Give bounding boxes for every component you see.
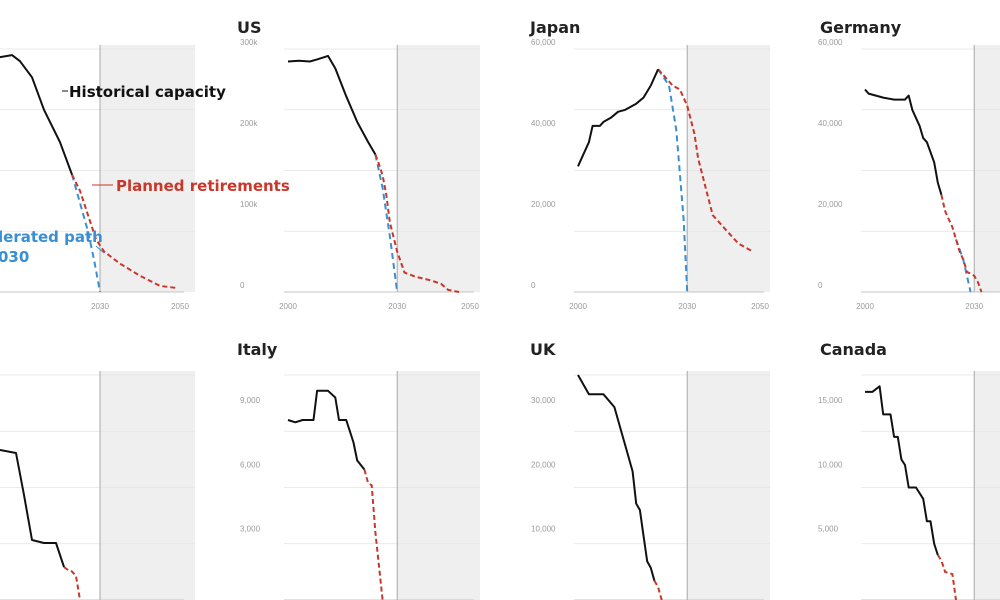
historical-capacity-line: [0, 54, 73, 175]
x-tick-label: 2030: [678, 302, 696, 311]
future-shade: [397, 371, 480, 600]
accelerated-leader: [95, 245, 105, 254]
panel-title: Germany: [820, 18, 902, 37]
future-shade: [687, 371, 770, 600]
historical-capacity-line: [864, 88, 943, 196]
planned-retirements-line: [653, 580, 663, 600]
future-shade: [100, 45, 195, 292]
panel-title: US: [237, 18, 262, 37]
panel-title: Italy: [237, 340, 278, 359]
y-tick-label: 0: [818, 281, 823, 290]
planned-retirements-line: [657, 68, 754, 253]
historical-capacity-line: [577, 374, 656, 581]
historical-capacity-line: [287, 54, 377, 156]
chart-panel-8: 5,000 10,000 15,000: [818, 371, 1000, 600]
future-shade: [974, 371, 1000, 600]
x-tick-label: 2050: [171, 302, 189, 311]
planned-retirements-line: [71, 174, 177, 289]
y-tick-label: 200k: [240, 119, 258, 128]
y-tick-label: 40,000: [818, 119, 843, 128]
panel-title: UK: [530, 340, 556, 359]
chart-panel-7: 10,000 20,000 30,000: [531, 371, 770, 600]
x-tick-label: 2050: [461, 302, 479, 311]
x-tick-label: 2050: [751, 302, 769, 311]
annotations: Historical capacity Planned retirements le…: [0, 83, 290, 266]
planned-retirements-label: Planned retirements: [116, 177, 290, 195]
x-tick-label: 2000: [569, 302, 587, 311]
historical-capacity-line: [865, 385, 939, 556]
accelerated-path-line: [657, 68, 689, 293]
planned-retirements-line: [936, 554, 957, 600]
accelerated-path-label-1: lerated path: [0, 228, 103, 246]
panel-title: Japan: [530, 18, 581, 37]
y-tick-label: 30,000: [531, 396, 556, 405]
accelerated-path-line: [955, 238, 972, 293]
y-tick-label: 0: [240, 281, 245, 290]
x-tick-label: 2030: [91, 302, 109, 311]
y-tick-label: 10,000: [818, 460, 843, 469]
planned-retirements-line: [63, 566, 81, 600]
x-tick-label: 2030: [965, 302, 983, 311]
chart-panel-2: 0 100k 200k 300k 2000 2030 2050: [240, 38, 480, 311]
y-tick-label: 15,000: [818, 396, 843, 405]
future-shade: [397, 45, 480, 292]
y-tick-label: 0: [531, 281, 536, 290]
x-tick-label: 2000: [279, 302, 297, 311]
y-tick-label: 3,000: [240, 525, 261, 534]
y-tick-label: 10,000: [531, 525, 556, 534]
future-shade: [100, 371, 195, 600]
y-tick-label: 60,000: [818, 38, 843, 47]
y-tick-label: 40,000: [531, 119, 556, 128]
historical-capacity-line: [577, 68, 660, 167]
future-shade: [974, 45, 1000, 292]
y-tick-label: 9,000: [240, 396, 261, 405]
planned-retirements-line: [374, 154, 460, 293]
y-tick-label: 60,000: [531, 38, 556, 47]
x-tick-label: 2030: [388, 302, 406, 311]
y-tick-label: 20,000: [531, 460, 556, 469]
y-tick-label: 300k: [240, 38, 258, 47]
chart-panel-5: [0, 371, 195, 600]
y-tick-label: 6,000: [240, 460, 261, 469]
y-tick-label: 5,000: [818, 525, 839, 534]
y-tick-label: 20,000: [531, 200, 556, 209]
planned-retirements-line: [363, 469, 384, 600]
historical-capacity-line: [287, 389, 366, 471]
planned-retirements-line: [940, 194, 983, 293]
future-shade: [687, 45, 770, 292]
chart-panel-3: 0 20,000 40,000 60,000 2000 2030 2050: [531, 38, 770, 311]
chart-panel-6: 3,000 6,000 9,000: [240, 371, 480, 600]
panel-title: Canada: [820, 340, 887, 359]
historical-capacity-line: [0, 449, 65, 568]
historical-capacity-label: Historical capacity: [69, 83, 226, 101]
accelerated-path-line: [374, 154, 399, 293]
accelerated-path-label-2: 030: [0, 248, 29, 266]
x-tick-label: 2000: [856, 302, 874, 311]
y-tick-label: 100k: [240, 200, 258, 209]
y-tick-label: 20,000: [818, 200, 843, 209]
